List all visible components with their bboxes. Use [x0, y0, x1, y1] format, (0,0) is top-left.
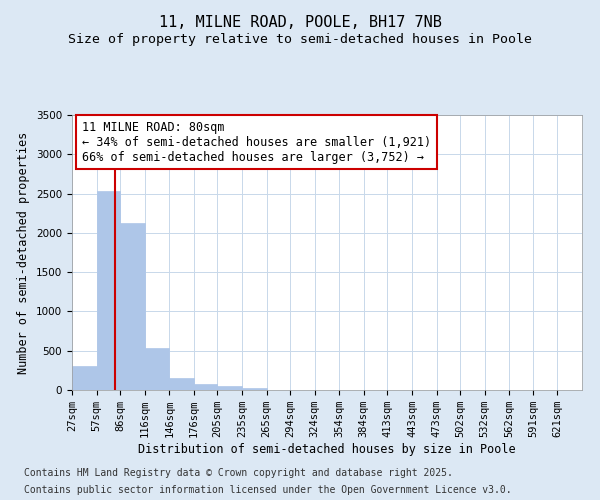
Text: Contains public sector information licensed under the Open Government Licence v3: Contains public sector information licen…: [24, 485, 512, 495]
Bar: [242, 388, 266, 390]
Bar: [145, 348, 169, 390]
X-axis label: Distribution of semi-detached houses by size in Poole: Distribution of semi-detached houses by …: [138, 443, 516, 456]
Text: 11 MILNE ROAD: 80sqm
← 34% of semi-detached houses are smaller (1,921)
66% of se: 11 MILNE ROAD: 80sqm ← 34% of semi-detac…: [82, 120, 431, 164]
Text: Size of property relative to semi-detached houses in Poole: Size of property relative to semi-detach…: [68, 32, 532, 46]
Bar: [169, 378, 194, 390]
Bar: [217, 386, 242, 390]
Bar: [72, 366, 97, 390]
Bar: [120, 224, 145, 390]
Bar: [97, 191, 120, 390]
Bar: [194, 384, 217, 390]
Text: Contains HM Land Registry data © Crown copyright and database right 2025.: Contains HM Land Registry data © Crown c…: [24, 468, 453, 477]
Y-axis label: Number of semi-detached properties: Number of semi-detached properties: [17, 132, 31, 374]
Text: 11, MILNE ROAD, POOLE, BH17 7NB: 11, MILNE ROAD, POOLE, BH17 7NB: [158, 15, 442, 30]
